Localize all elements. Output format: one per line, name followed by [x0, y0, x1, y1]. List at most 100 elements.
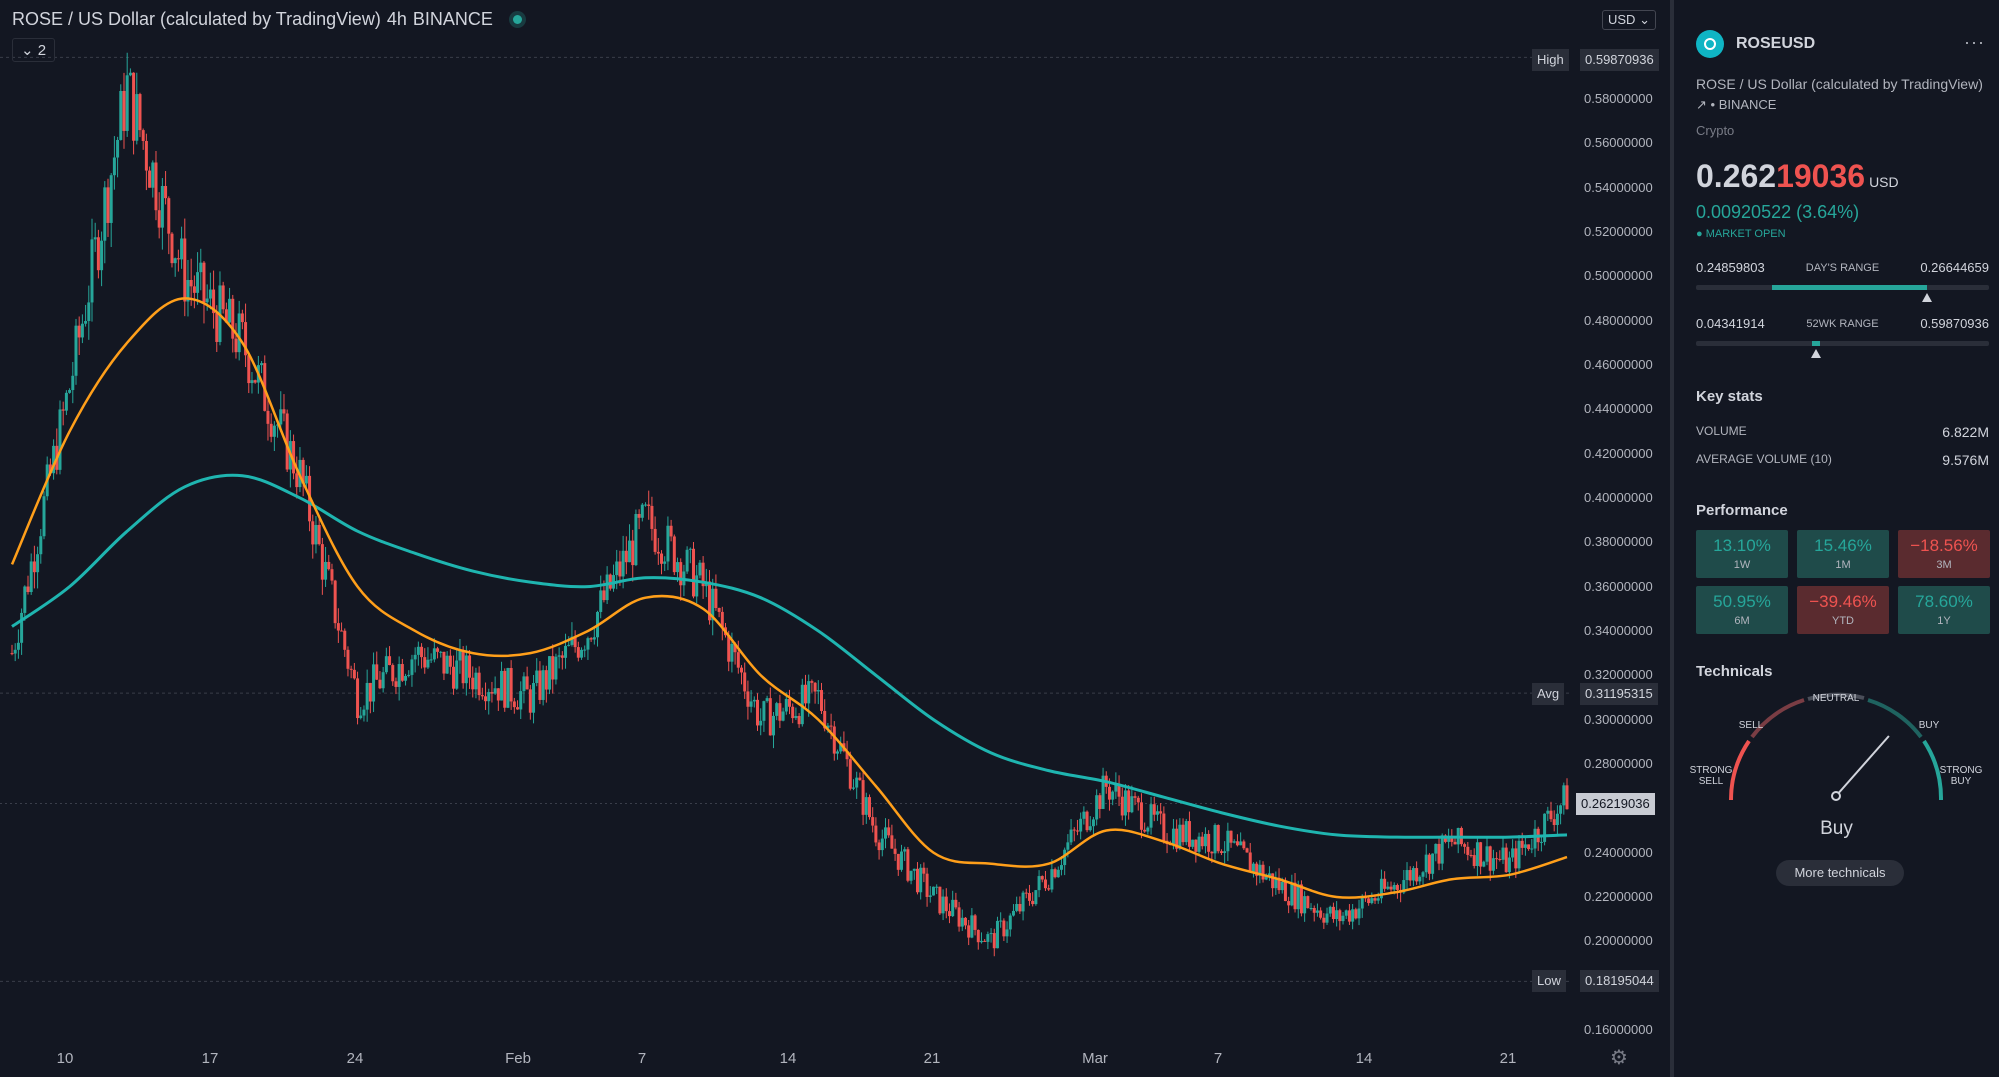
chart-symbol-title[interactable]: ROSE / US Dollar (calculated by TradingV…: [12, 9, 381, 29]
perf-cell-1w[interactable]: 13.10% 1W: [1696, 530, 1788, 578]
candle-body: [1453, 841, 1457, 845]
candle-body: [189, 279, 193, 287]
candle-body: [800, 684, 804, 725]
candle-body: [1370, 898, 1374, 904]
candle-body: [266, 410, 270, 424]
currency-label: USD: [1608, 12, 1636, 27]
candle-body: [1079, 818, 1083, 832]
candle-body: [1040, 876, 1044, 880]
perf-cell-1m[interactable]: 15.46% 1M: [1797, 530, 1889, 578]
candle-body: [1360, 896, 1364, 909]
candle-body: [816, 690, 820, 692]
candle-body: [215, 313, 219, 342]
candle-body: [330, 569, 334, 581]
more-options-icon[interactable]: ···: [1964, 32, 1985, 52]
candle-body: [500, 670, 504, 701]
candle-body: [1322, 917, 1326, 923]
candle-body: [474, 672, 478, 690]
candle-body: [589, 638, 593, 640]
external-link-icon[interactable]: ↗: [1696, 97, 1707, 112]
candle-body: [858, 777, 862, 781]
symbol-header[interactable]: ROSEUSD: [1696, 30, 1815, 58]
strong-buy-line2: BUY: [1950, 776, 1972, 787]
rose-logo-icon: [1696, 30, 1724, 58]
candle-body: [356, 678, 360, 719]
candle-body: [644, 504, 648, 506]
candle-body: [32, 561, 36, 573]
symbol-name[interactable]: ROSEUSD: [1736, 35, 1816, 52]
candle-body: [1047, 888, 1051, 890]
candle-body: [436, 648, 440, 652]
candle-body: [743, 672, 747, 692]
candle-body: [845, 751, 849, 760]
candle-body: [896, 853, 900, 870]
perf-cell-ytd[interactable]: −39.46% YTD: [1797, 586, 1889, 634]
price-tick: 0.22000000: [1584, 888, 1653, 904]
candle-body: [1088, 826, 1092, 831]
indicators-toggle[interactable]: ⌄ 2: [12, 38, 56, 62]
candle-body: [720, 611, 724, 628]
currency-button[interactable]: USD ⌄: [1602, 10, 1656, 30]
candle-body: [698, 562, 702, 576]
ma-fast-line[interactable]: [10, 297, 1568, 899]
candle-body: [1479, 842, 1483, 867]
panel-divider[interactable]: [1670, 0, 1674, 1077]
candle-body: [458, 650, 462, 661]
candle-body: [564, 645, 568, 658]
candle-body: [1050, 869, 1054, 890]
perf-cell-6m[interactable]: 50.95% 6M: [1696, 586, 1788, 634]
candle-body: [1466, 846, 1470, 855]
candle-body: [324, 561, 328, 580]
gear-icon[interactable]: ⚙: [1610, 1047, 1628, 1069]
candle-body: [580, 649, 584, 658]
time-tick: 7: [637, 1050, 647, 1067]
candle-body: [468, 655, 472, 678]
candle-body: [592, 637, 596, 640]
candle-body: [874, 825, 878, 843]
candle-body: [138, 94, 142, 131]
strong-buy-line1: STRONG: [1939, 765, 1983, 776]
candle-body: [247, 355, 251, 384]
chart-pane[interactable]: ROSE / US Dollar (calculated by TradingV…: [0, 0, 1670, 1077]
candle-body: [1447, 837, 1451, 842]
low-label: Low: [1532, 970, 1566, 992]
candle-body: [141, 130, 145, 141]
chart-interval[interactable]: 4h: [386, 9, 407, 29]
perf-cell-1y[interactable]: 78.60% 1Y: [1898, 586, 1990, 634]
candle-body: [301, 459, 305, 484]
candle-body: [807, 681, 811, 704]
candle-body: [848, 759, 852, 789]
candle-body: [954, 899, 958, 908]
candle-body: [749, 701, 753, 707]
candle-body: [528, 689, 532, 713]
ma-slow-line[interactable]: [11, 473, 1568, 839]
price-chart[interactable]: [0, 0, 1670, 1077]
candle-body: [36, 554, 40, 573]
chart-header: ROSE / US Dollar (calculated by TradingV…: [12, 9, 522, 30]
candle-body: [1053, 869, 1057, 878]
candle-body: [512, 701, 516, 708]
candle-body: [1376, 898, 1380, 901]
candle-body: [573, 636, 577, 648]
candle-body: [420, 646, 424, 658]
candle-body: [794, 715, 798, 719]
candle-body: [10, 653, 14, 655]
candle-body: [1488, 846, 1492, 871]
candle-body: [1498, 858, 1502, 860]
candle-body: [320, 544, 324, 580]
candle-body: [887, 827, 891, 836]
perf-period: YTD: [1832, 615, 1854, 627]
last-price: 0.26219036 USD: [1696, 158, 1899, 195]
candle-body: [1149, 804, 1153, 828]
candle-body: [1152, 804, 1156, 815]
perf-cell-3m[interactable]: −18.56% 3M: [1898, 530, 1990, 578]
technicals-gauge[interactable]: [1704, 680, 1969, 815]
candle-body: [928, 895, 932, 897]
candle-body: [663, 561, 667, 564]
more-technicals-button[interactable]: More technicals: [1776, 860, 1904, 886]
candle-body: [765, 698, 769, 702]
candle-body: [970, 915, 974, 938]
candle-body: [1344, 910, 1348, 916]
candle-body: [304, 475, 308, 484]
candle-body: [756, 699, 760, 726]
